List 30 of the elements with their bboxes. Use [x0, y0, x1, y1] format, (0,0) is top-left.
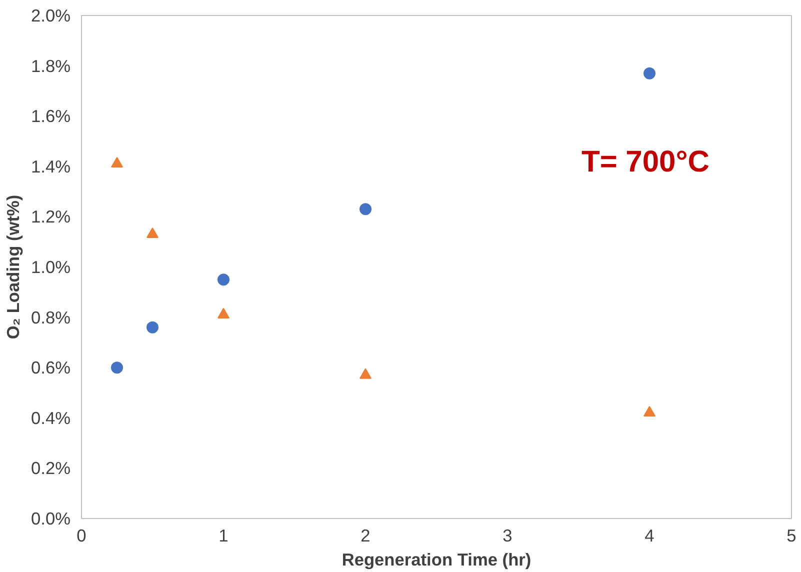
y-tick-label: 0.8% [31, 307, 71, 328]
point [111, 157, 123, 168]
point [146, 321, 158, 334]
point [111, 362, 123, 374]
y-tick-label: 1.0% [31, 257, 71, 277]
x-tick-label: 2 [360, 526, 370, 546]
point [360, 368, 372, 379]
annotation: T= 700°C [582, 146, 710, 178]
x-tick-label: 1 [218, 526, 228, 546]
point [360, 203, 372, 216]
y-tick-label: 1.6% [31, 106, 71, 126]
y-tick-label: 2.0% [31, 6, 71, 26]
point [644, 406, 656, 417]
x-axis-title: Regeneration Time (hr) [342, 550, 532, 570]
x-tick-label: 0 [76, 526, 86, 546]
y-tick-label: 0.6% [31, 358, 71, 378]
point [644, 67, 656, 80]
y-tick-label: 0.4% [31, 408, 71, 428]
y-tick-label: 0.0% [31, 508, 71, 528]
x-tick-label: 5 [786, 526, 796, 546]
point [218, 274, 230, 286]
y-tick-label: 0.2% [31, 458, 71, 478]
y-axis-title: O₂ Loading (wt%) [3, 194, 24, 340]
y-tick-label: 1.2% [31, 206, 71, 227]
point [146, 227, 158, 238]
y-tick-label: 1.4% [31, 156, 71, 176]
x-tick-label: 3 [502, 526, 512, 546]
x-tick-label: 4 [644, 526, 655, 546]
point [218, 308, 230, 318]
y-tick-label: 1.8% [31, 56, 71, 76]
